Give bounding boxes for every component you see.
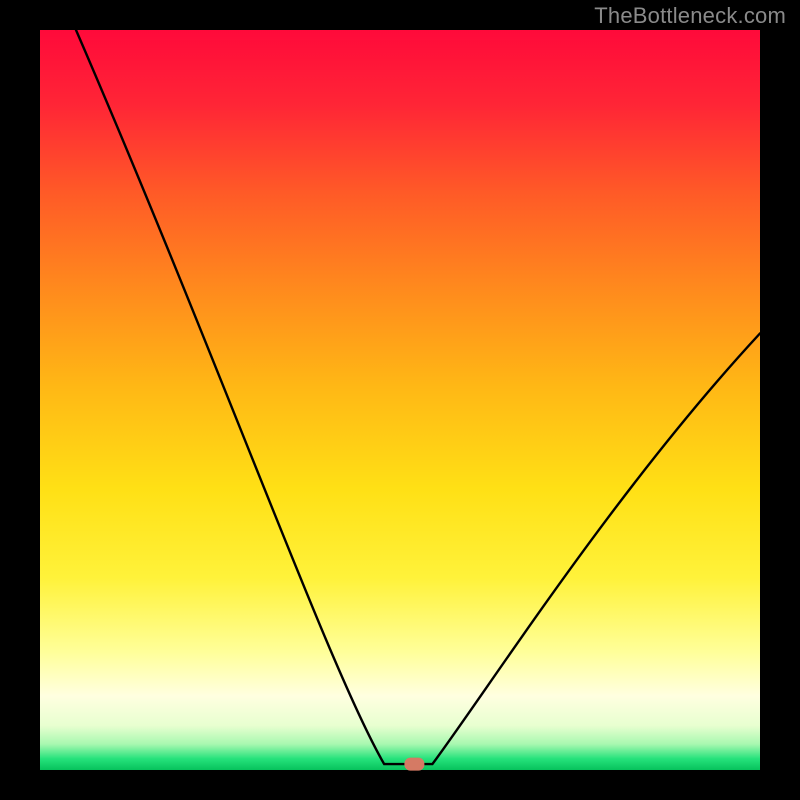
optimum-marker <box>404 758 424 771</box>
bottleneck-curve-chart <box>0 0 800 800</box>
plot-background-gradient <box>40 30 760 770</box>
watermark-label: TheBottleneck.com <box>594 3 786 29</box>
